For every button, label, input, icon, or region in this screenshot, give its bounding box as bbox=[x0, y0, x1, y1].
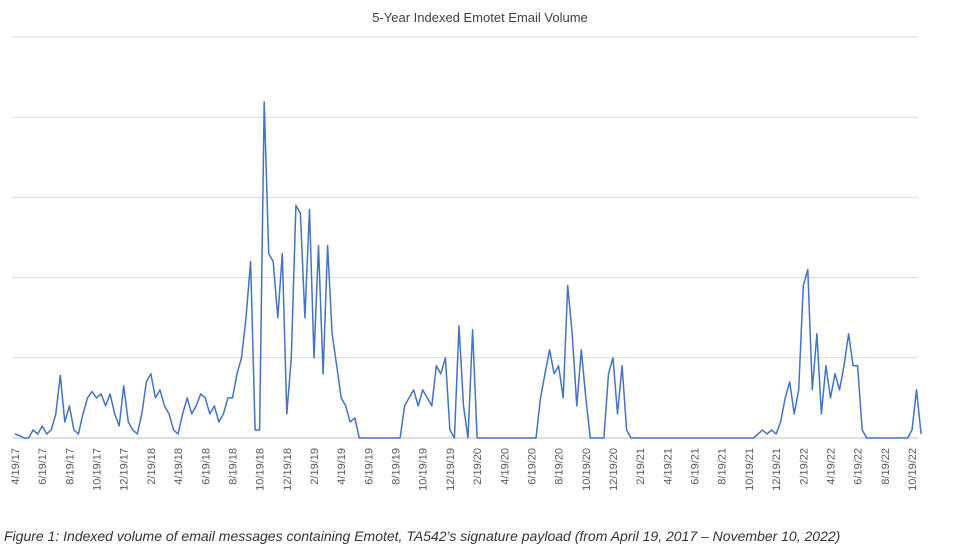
x-tick-label: 10/19/18 bbox=[255, 448, 267, 491]
x-tick-label: 12/19/20 bbox=[608, 448, 620, 491]
x-tick-label: 4/19/20 bbox=[499, 448, 511, 485]
x-tick-label: 8/19/22 bbox=[880, 448, 892, 485]
x-tick-label: 12/19/21 bbox=[771, 448, 783, 491]
data-line bbox=[14, 101, 922, 439]
x-tick-label: 6/19/19 bbox=[363, 448, 375, 485]
x-tick-label: 4/19/17 bbox=[10, 448, 22, 485]
x-tick-label: 8/19/21 bbox=[717, 448, 729, 485]
x-tick-label: 8/19/19 bbox=[391, 448, 403, 485]
x-tick-label: 10/19/17 bbox=[92, 448, 104, 491]
x-tick-label: 8/19/18 bbox=[227, 448, 239, 485]
x-tick-label: 6/19/21 bbox=[690, 448, 702, 485]
x-tick-label: 6/19/17 bbox=[37, 448, 49, 485]
x-tick-label: 6/19/22 bbox=[853, 448, 865, 485]
x-tick-label: 6/19/18 bbox=[200, 448, 212, 485]
x-tick-label: 10/19/19 bbox=[418, 448, 430, 491]
caption: Figure 1: Indexed volume of email messag… bbox=[4, 528, 840, 544]
x-tick-label: 12/19/19 bbox=[445, 448, 457, 491]
chart-title: 5-Year Indexed Emotet Email Volume bbox=[372, 10, 588, 25]
x-tick-label: 2/19/20 bbox=[472, 448, 484, 485]
x-tick-label: 2/19/21 bbox=[635, 448, 647, 485]
x-tick-label: 4/19/19 bbox=[336, 448, 348, 485]
x-tick-label: 4/19/18 bbox=[173, 448, 185, 485]
x-tick-label: 4/19/21 bbox=[662, 448, 674, 485]
x-tick-label: 6/19/20 bbox=[526, 448, 538, 485]
x-tick-label: 8/19/17 bbox=[64, 448, 76, 485]
x-tick-label: 12/19/17 bbox=[119, 448, 131, 491]
x-tick-label: 2/19/22 bbox=[798, 448, 810, 485]
x-tick-label: 12/19/18 bbox=[282, 448, 294, 491]
x-tick-label: 4/19/22 bbox=[825, 448, 837, 485]
x-tick-label: 10/19/20 bbox=[581, 448, 593, 491]
x-tick-label: 8/19/20 bbox=[554, 448, 566, 485]
x-tick-label: 10/19/22 bbox=[907, 448, 919, 491]
x-tick-label: 10/19/21 bbox=[744, 448, 756, 491]
x-tick-label: 2/19/18 bbox=[146, 448, 158, 485]
x-tick-label: 2/19/19 bbox=[309, 448, 321, 485]
